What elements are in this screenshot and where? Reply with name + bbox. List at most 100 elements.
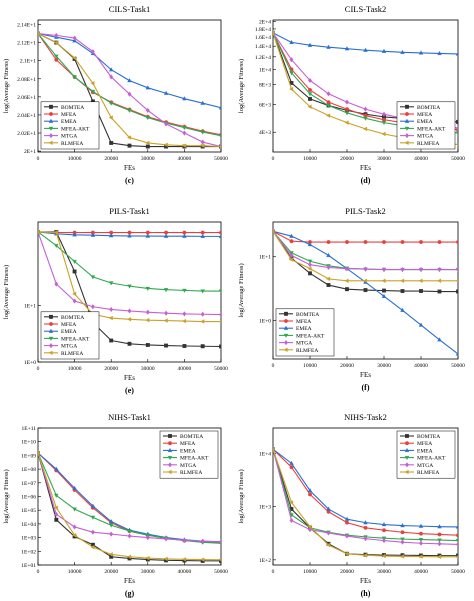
data-point <box>456 119 458 124</box>
y-tick-label: 1E+04 <box>21 522 36 528</box>
legend-label: RLMFEA <box>61 351 83 357</box>
data-point <box>419 531 423 536</box>
x-tick-label: 30000 <box>141 569 155 575</box>
x-tick-label: 20000 <box>104 366 118 372</box>
data-point <box>72 75 77 80</box>
chart-title: CILS-Task2 <box>345 4 386 14</box>
legend-marker <box>283 333 289 338</box>
data-point <box>308 96 312 101</box>
chart-title: PILS-Task2 <box>345 206 386 216</box>
legend-marker <box>48 126 54 131</box>
data-point <box>38 229 40 235</box>
y-tick-label: 1E+08 <box>21 467 36 473</box>
x-axis-label: FEs <box>360 577 371 585</box>
data-point <box>200 230 205 235</box>
data-point <box>182 233 187 238</box>
legend-label: EMEA <box>417 119 433 125</box>
x-tick-label: 10000 <box>303 363 317 369</box>
legend-label: MFEA-AKT <box>61 126 90 132</box>
data-point <box>363 536 368 542</box>
legend-marker <box>168 441 172 446</box>
data-point <box>363 116 368 121</box>
series-mtga <box>273 446 458 547</box>
data-point <box>145 144 150 149</box>
y-tick-label: 1E+05 <box>21 508 36 514</box>
data-point <box>108 233 114 238</box>
y-axis-label: log(Average Fitness) <box>238 59 245 113</box>
series-rlmfea <box>273 446 458 560</box>
data-point <box>181 557 186 562</box>
data-point <box>381 553 386 559</box>
data-point <box>345 99 349 105</box>
data-point <box>289 239 294 244</box>
legend-marker <box>48 350 53 356</box>
data-point <box>400 530 405 535</box>
data-point <box>127 143 132 148</box>
data-point <box>455 131 458 136</box>
data-point <box>363 278 368 284</box>
legend-label: BOMTEA <box>61 315 84 321</box>
data-point <box>145 116 151 121</box>
legend-marker <box>167 456 173 461</box>
y-tick-label: 1.2E+4 <box>255 55 271 61</box>
legend-label: MTGA <box>61 134 77 140</box>
series-line <box>38 231 221 316</box>
x-tick-label: 40000 <box>414 569 428 575</box>
chart-panel: NIHS-Task1 0 10000 20000 30000 40000 50000 1E+0… <box>3 412 228 598</box>
data-point <box>400 539 405 545</box>
series-rlmfea <box>273 229 458 284</box>
x-tick-label: 30000 <box>377 569 391 575</box>
data-point <box>345 287 349 292</box>
legend-label: MFEA <box>61 322 76 328</box>
data-point <box>90 529 95 535</box>
x-axis-label: FEs <box>124 577 135 585</box>
data-point <box>90 275 96 280</box>
data-point <box>164 310 169 316</box>
data-point <box>381 293 387 298</box>
data-point <box>182 96 187 101</box>
series-mfea <box>38 230 221 235</box>
data-point <box>54 243 59 249</box>
x-tick-label: 50000 <box>214 569 228 575</box>
data-point <box>145 233 151 238</box>
data-point <box>38 31 40 36</box>
data-point <box>54 281 59 287</box>
series-mtga <box>273 228 458 273</box>
data-point <box>200 538 205 544</box>
y-axis-label: log(Average Fitness) <box>238 469 245 523</box>
data-point <box>437 538 442 543</box>
data-point <box>307 259 313 264</box>
data-point <box>419 240 423 244</box>
data-point <box>381 121 387 126</box>
data-point <box>400 307 405 312</box>
legend-marker <box>48 118 54 123</box>
legend-marker <box>49 343 53 349</box>
data-point <box>381 131 386 137</box>
data-point <box>145 343 150 347</box>
y-tick-label: 1E+4 <box>259 67 271 73</box>
data-point <box>145 85 151 90</box>
data-point <box>363 520 368 525</box>
data-point <box>419 266 423 273</box>
data-point <box>273 30 275 36</box>
legend-box <box>275 308 335 357</box>
data-point <box>127 233 132 238</box>
x-tick-label: 20000 <box>340 363 354 369</box>
data-point <box>363 266 368 272</box>
x-tick-label: 50000 <box>214 156 228 162</box>
data-point <box>456 541 458 547</box>
data-point <box>163 233 169 238</box>
y-tick-label: 1.6E+4 <box>255 35 271 41</box>
data-point <box>418 278 423 284</box>
y-tick-label: 1E+06 <box>21 495 36 501</box>
y-tick-label: 4E+3 <box>259 130 271 136</box>
data-point <box>182 130 187 136</box>
y-tick-label: 1E+09 <box>21 453 36 459</box>
data-point <box>363 126 368 132</box>
data-point <box>200 557 205 562</box>
y-tick-label: 1E+07 <box>21 481 36 487</box>
legend-marker <box>404 140 409 146</box>
legend-marker <box>168 434 172 438</box>
data-point <box>455 524 458 529</box>
